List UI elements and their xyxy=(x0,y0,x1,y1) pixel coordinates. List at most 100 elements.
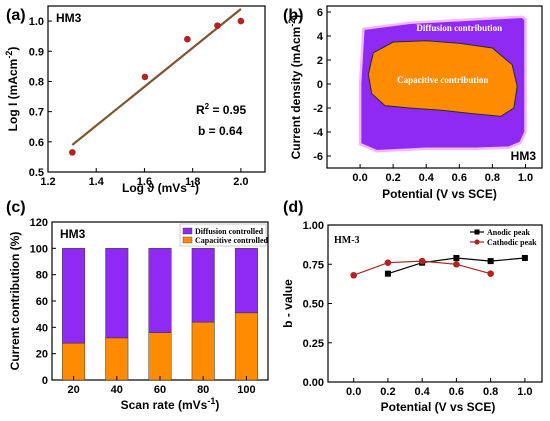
panel-c-bar-diffusion xyxy=(148,248,172,333)
panel-b-xtick-label: 0.8 xyxy=(485,172,500,184)
panel-b-ytick-label: 2 xyxy=(317,55,323,67)
panel-a-r2-annotation: R2 = 0.95 xyxy=(196,102,246,117)
panel-d-ytick-label: 0.75 xyxy=(303,259,324,271)
panel-a-data-point xyxy=(69,149,76,156)
panel-b-xtick-label: 1.0 xyxy=(518,172,533,184)
panel-c-bar-capacitive xyxy=(62,342,86,381)
panel-b-diffusion-label: Diffusion contribution xyxy=(416,23,502,33)
panel-d-xtick-label: 0.8 xyxy=(483,386,498,398)
panel-a-ytick-label: 1.0 xyxy=(29,16,44,28)
panel-c-xtick-label: 100 xyxy=(237,384,255,396)
panel-a-ytick-label: 0.5 xyxy=(29,167,44,179)
panel-d-legend-marker xyxy=(474,239,480,245)
panel-d-anodic-point xyxy=(487,258,494,265)
panel-b-letter: (b) xyxy=(283,7,303,24)
panel-d-cathodic-point xyxy=(350,271,357,279)
panel-d-anodic-point xyxy=(384,270,391,277)
panel-c-legend-label: Capacitive controlled xyxy=(195,236,269,245)
panel-a-xtick-label: 2.0 xyxy=(233,176,248,188)
panel-c-xtick-label: 40 xyxy=(111,384,123,396)
panel-c-ytick-label: 80 xyxy=(36,270,48,282)
panel-a-data-point xyxy=(214,22,221,29)
panel-b-xtick-label: 0.2 xyxy=(386,172,401,184)
panel-a-sample-label: HM3 xyxy=(56,11,82,25)
panel-a-r2-value: = 0.95 xyxy=(209,103,246,117)
panel-a-ytick-label: 0.8 xyxy=(29,76,44,88)
panel-c-legend-swatch xyxy=(182,236,193,244)
panel-a-data-point xyxy=(237,17,245,25)
panel-a-xlabel: Log ϑ (mVs-1) xyxy=(122,179,199,195)
panel-d-ytick-label: 0.50 xyxy=(303,299,324,311)
panel-c-bar-capacitive xyxy=(234,312,258,381)
panel-b-xlabel: Potential (V vs SCE) xyxy=(382,187,497,201)
panel-d-cathodic-point xyxy=(418,257,426,265)
panel-a-xtick-label: 1.6 xyxy=(137,176,152,188)
panel-c-bar-diffusion xyxy=(234,248,258,314)
panel-c-legend-swatch xyxy=(182,227,193,235)
panel-b-chart: Diffusion contribution Capacitive contrib… xyxy=(287,5,543,201)
panel-c-bar-capacitive xyxy=(191,321,215,381)
panel-b-ytick-label: -2 xyxy=(313,103,323,115)
panel-d-xtick-label: 1.0 xyxy=(517,386,532,398)
panel-b-xtick-label: 0.4 xyxy=(419,172,435,184)
panel-d-legend-marker xyxy=(474,229,480,235)
panel-d-xtick-label: 0.2 xyxy=(380,386,395,398)
panel-a-xtick-label: 1.4 xyxy=(89,176,105,188)
panel-b-ytick-label: -6 xyxy=(313,151,323,163)
panel-a-fit-line xyxy=(72,8,242,146)
panel-a-xtick-label: 1.8 xyxy=(185,176,200,188)
panel-d-ytick-label: 0.00 xyxy=(303,377,324,389)
panel-d-cathodic-point xyxy=(384,259,392,266)
panel-a-ytick-label: 0.6 xyxy=(29,137,44,149)
panel-b-ytick-label: -4 xyxy=(313,127,324,139)
panel-c-bar-diffusion xyxy=(105,248,129,339)
panel-b-sample-label: HM3 xyxy=(511,149,537,163)
panel-c-legend-label: Diffusion controlled xyxy=(195,227,264,236)
panel-d-legend-label: Anodic peak xyxy=(487,228,530,237)
panel-d-anodic-point xyxy=(521,254,528,261)
panel-d-cathodic-point xyxy=(487,270,494,277)
panel-a-ytick-label: 0.7 xyxy=(29,107,44,119)
panel-a-r2-sup: 2 xyxy=(205,102,210,111)
panel-c-xlabel: Scan rate (mVs-1) xyxy=(121,396,220,412)
panel-a-b-annotation: b = 0.64 xyxy=(198,124,243,138)
panel-a-data-point xyxy=(141,73,149,81)
panel-d-frame xyxy=(327,224,543,383)
panel-c-letter: (c) xyxy=(6,199,26,216)
panel-c-ytick-label: 0 xyxy=(42,375,48,387)
panel-c-bar-capacitive xyxy=(148,332,172,381)
panel-d-ylabel: b - value xyxy=(281,279,295,328)
panel-c-bar-diffusion xyxy=(191,248,215,323)
panel-c-ytick-label: 60 xyxy=(36,296,48,308)
panel-b-capacitive-label: Capacitive contribution xyxy=(397,75,488,85)
panel-c-ytick-label: 120 xyxy=(30,217,48,229)
panel-b-ytick-label: 4 xyxy=(317,31,324,43)
panel-a-data-point xyxy=(184,35,191,43)
panel-c-ytick-label: 20 xyxy=(36,349,48,361)
panel-b-ylabel: Current density (mAcm-2) xyxy=(287,15,303,160)
panel-b-xtick-label: 0.0 xyxy=(352,172,367,184)
panel-c-ylabel: Current contribution (%) xyxy=(8,232,22,371)
panel-b-capacitive-area xyxy=(367,40,518,117)
panel-c-bar-diffusion xyxy=(62,248,86,344)
panel-a-ylabel: Log I (mAcm-2) xyxy=(4,47,20,132)
panel-b-ytick-label: 0 xyxy=(317,79,323,91)
panel-c-xtick-label: 80 xyxy=(197,384,209,396)
panel-a-frame xyxy=(47,5,266,173)
panel-d-letter: (d) xyxy=(283,199,303,216)
panel-b-xtick-label: 0.6 xyxy=(452,172,467,184)
panel-c-xtick-label: 20 xyxy=(67,384,79,396)
panel-a-letter: (a) xyxy=(6,7,26,24)
panel-c-legend-box xyxy=(179,223,267,247)
panel-d-anodic-point xyxy=(453,254,460,261)
panel-d-legend-label: Cathodic peak xyxy=(487,238,537,247)
panel-b-frame xyxy=(326,5,543,169)
panel-d-ytick-label: 0.25 xyxy=(303,338,324,350)
panel-d-chart: 0.0 0.2 0.4 0.6 0.8 1.0 0.00 0.25 0.50 0.75 1.00 An… xyxy=(281,220,543,414)
panel-d-xlabel: Potential (V vs SCE) xyxy=(381,400,496,414)
panel-a-chart: 1.2 1.4 1.6 1.8 2.0 0.5 0.6 0.7 0.8 0.9 1.0 HM3 R2 =… xyxy=(4,5,266,195)
panel-c-ytick-label: 100 xyxy=(30,243,48,255)
panel-d-sample-label: HM-3 xyxy=(334,235,360,246)
panel-d-xtick-label: 0.6 xyxy=(449,386,464,398)
